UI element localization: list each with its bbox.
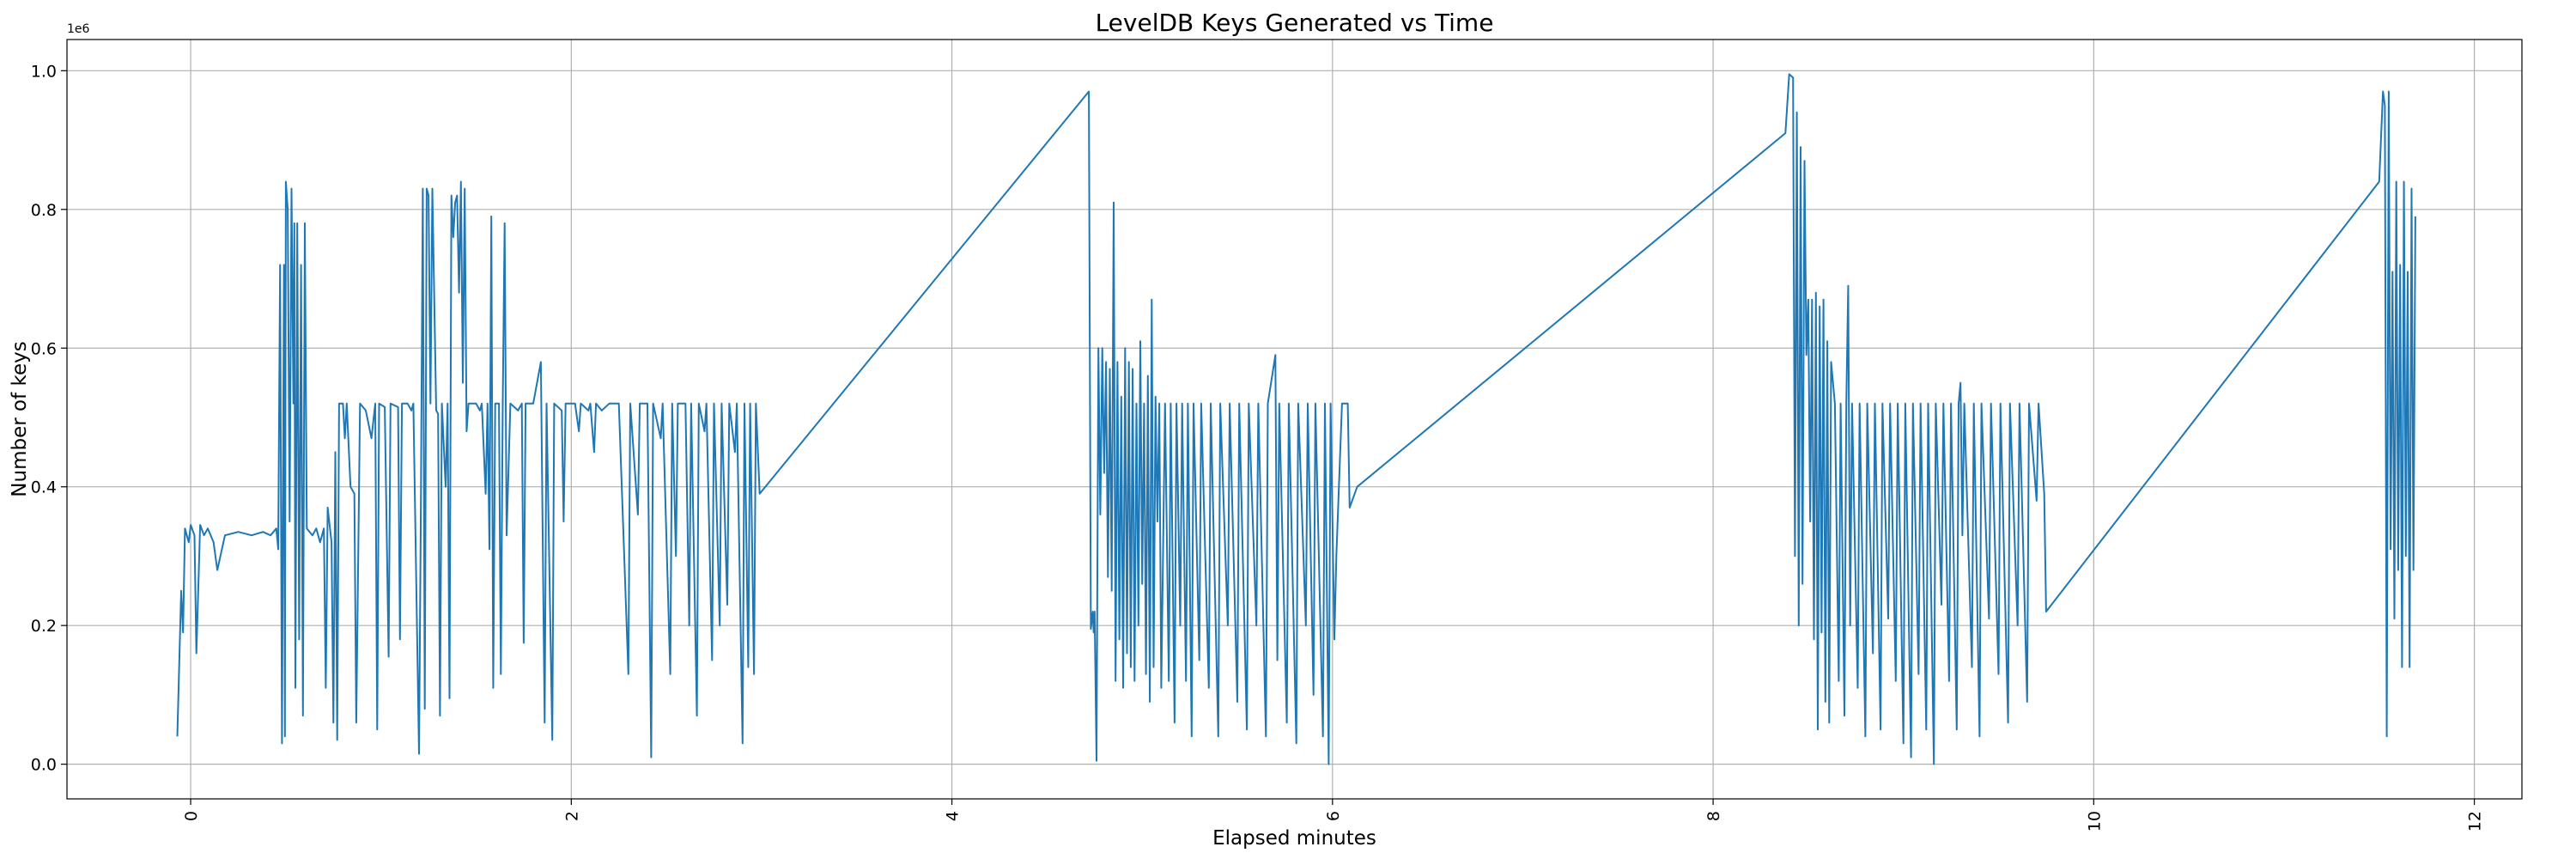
- x-tick-label: 4: [944, 811, 963, 821]
- y-tick-label: 0.2: [31, 617, 57, 636]
- y-tick-label: 0.8: [31, 201, 57, 220]
- x-tick-label: 2: [562, 811, 581, 821]
- x-tick-label: 8: [1704, 811, 1723, 821]
- y-tick-label: 0.0: [31, 756, 57, 775]
- x-tick-label: 10: [2085, 811, 2104, 832]
- x-tick-label: 0: [182, 811, 201, 821]
- y-axis-label: Number of keys: [9, 341, 31, 497]
- series-line-keys: [176, 73, 2416, 765]
- x-axis-label: Elapsed minutes: [1212, 827, 1376, 850]
- y-axis-offset-text: 1e6: [67, 22, 90, 36]
- y-tick-label: 0.4: [31, 478, 57, 497]
- chart-title: LevelDB Keys Generated vs Time: [1096, 9, 1494, 37]
- series-layer: [176, 73, 2416, 765]
- plot-frame: [66, 39, 2523, 800]
- y-tick-label: 1.0: [31, 62, 57, 81]
- x-tick-label: 12: [2466, 811, 2485, 832]
- ticks: 0 2 4 6 8 10 12 0.0 0.2 0.4 0.6 0.8 1.0: [31, 62, 2485, 832]
- x-tick-label: 6: [1324, 811, 1343, 821]
- y-tick-label: 0.6: [31, 339, 57, 358]
